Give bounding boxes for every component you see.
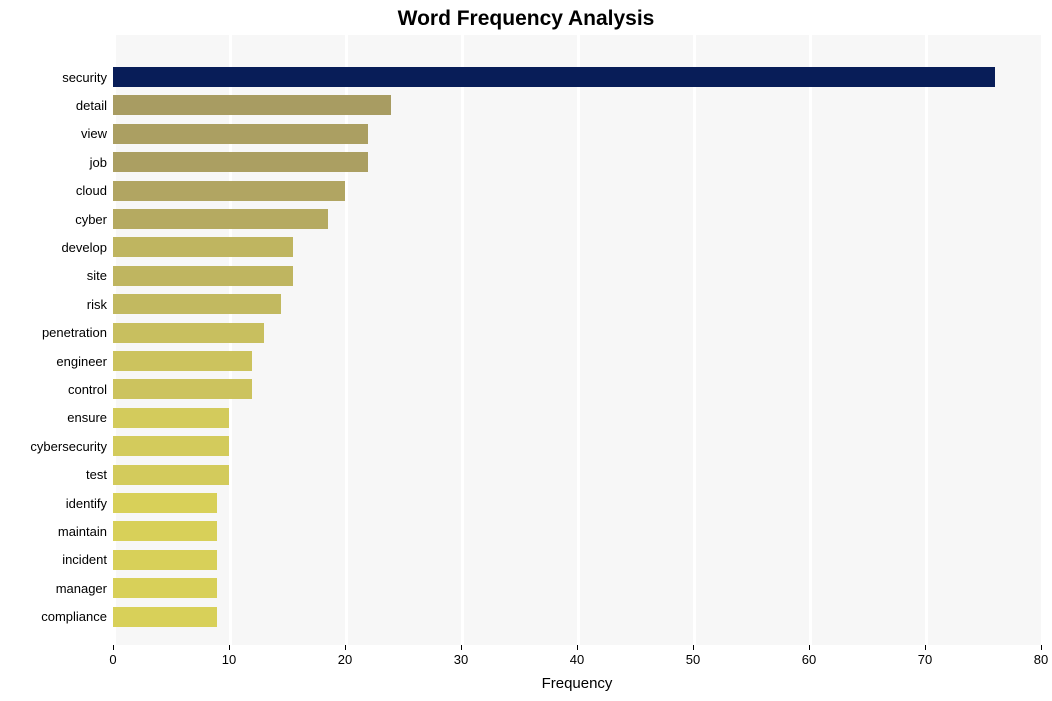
bar — [113, 521, 217, 541]
x-tick-label: 80 — [1021, 652, 1052, 667]
bar — [113, 436, 229, 456]
x-axis-label: Frequency — [113, 675, 1041, 692]
y-tick-label: cloud — [0, 183, 107, 198]
y-tick-label: engineer — [0, 354, 107, 369]
x-tick-label: 0 — [93, 652, 133, 667]
bar — [113, 379, 252, 399]
y-tick-label: manager — [0, 581, 107, 596]
grid-line — [577, 35, 580, 645]
bar — [113, 351, 252, 371]
x-tick-mark — [1041, 645, 1042, 650]
y-tick-label: view — [0, 126, 107, 141]
plot-area — [113, 35, 1041, 645]
grid-line — [693, 35, 696, 645]
y-tick-label: risk — [0, 297, 107, 312]
y-tick-label: compliance — [0, 609, 107, 624]
chart-title: Word Frequency Analysis — [0, 7, 1052, 31]
y-tick-label: detail — [0, 98, 107, 113]
y-tick-label: site — [0, 268, 107, 283]
bar — [113, 607, 217, 627]
x-tick-mark — [113, 645, 114, 650]
bar — [113, 237, 293, 257]
y-tick-label: ensure — [0, 410, 107, 425]
x-tick-mark — [693, 645, 694, 650]
x-tick-mark — [461, 645, 462, 650]
x-tick-label: 70 — [905, 652, 945, 667]
y-tick-label: control — [0, 382, 107, 397]
x-tick-label: 10 — [209, 652, 249, 667]
y-tick-label: penetration — [0, 325, 107, 340]
x-tick-label: 30 — [441, 652, 481, 667]
bar — [113, 294, 281, 314]
grid-line — [925, 35, 928, 645]
y-tick-label: develop — [0, 240, 107, 255]
grid-line — [461, 35, 464, 645]
grid-line — [809, 35, 812, 645]
x-tick-label: 60 — [789, 652, 829, 667]
chart-container: Word Frequency Analysis security detail vi… — [0, 0, 1052, 701]
x-tick-mark — [925, 645, 926, 650]
bar — [113, 550, 217, 570]
x-tick-label: 50 — [673, 652, 713, 667]
grid-line — [1041, 35, 1044, 645]
bar — [113, 465, 229, 485]
bar — [113, 266, 293, 286]
y-tick-label: maintain — [0, 524, 107, 539]
bar — [113, 578, 217, 598]
x-tick-mark — [577, 645, 578, 650]
x-tick-label: 40 — [557, 652, 597, 667]
bar — [113, 124, 368, 144]
bar — [113, 209, 328, 229]
bar — [113, 408, 229, 428]
y-tick-label: cyber — [0, 212, 107, 227]
bar — [113, 493, 217, 513]
y-tick-label: job — [0, 155, 107, 170]
bar — [113, 323, 264, 343]
x-tick-mark — [345, 645, 346, 650]
x-tick-mark — [229, 645, 230, 650]
y-tick-label: incident — [0, 552, 107, 567]
x-tick-label: 20 — [325, 652, 365, 667]
y-tick-label: cybersecurity — [0, 439, 107, 454]
y-tick-label: identify — [0, 496, 107, 511]
y-tick-label: test — [0, 467, 107, 482]
bar — [113, 181, 345, 201]
bar — [113, 152, 368, 172]
y-tick-label: security — [0, 70, 107, 85]
bar — [113, 95, 391, 115]
bar — [113, 67, 995, 87]
x-tick-mark — [809, 645, 810, 650]
